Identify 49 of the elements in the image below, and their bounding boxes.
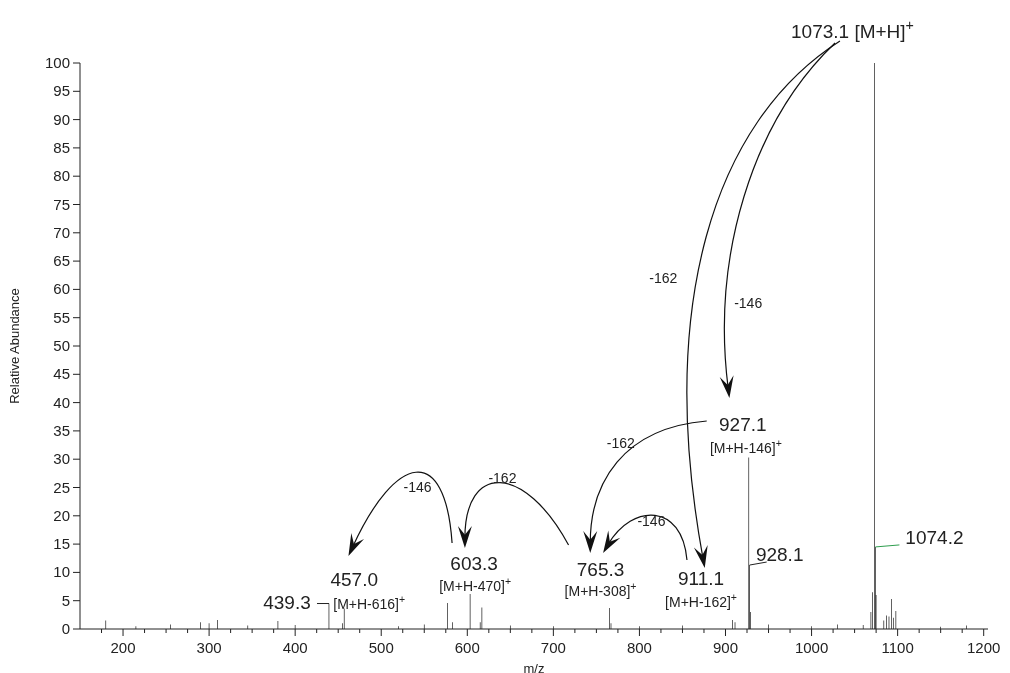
- x-tick-label: 1000: [794, 639, 829, 656]
- x-tick-label: 900: [712, 639, 739, 656]
- x-tick-label: 200: [110, 639, 136, 656]
- y-tick-label: 95: [53, 82, 70, 100]
- x-tick-label: 300: [196, 639, 222, 656]
- annotation: -162: [488, 470, 517, 486]
- x-tick-label: 800: [626, 639, 652, 656]
- y-tick-label: 5: [61, 591, 70, 609]
- y-tick-label: 60: [53, 280, 70, 298]
- y-tick-label: 65: [53, 252, 70, 270]
- annotation: -146: [403, 479, 432, 495]
- x-tick-label: 600: [454, 639, 480, 656]
- annotation: 603.3 [M+H-470]$^{+}$: [439, 552, 512, 594]
- annotation: -146: [637, 513, 666, 529]
- y-tick-label: 15: [53, 535, 70, 553]
- y-tick-label: 75: [53, 195, 70, 213]
- annotation: 457.0 [M+H-616]$^{+}$: [330, 568, 406, 612]
- annotation: -162: [649, 270, 678, 286]
- y-tick-label: 20: [53, 506, 70, 524]
- annotation: 1073.1 [M+H]$^{+}$: [791, 17, 914, 42]
- annotation: -162: [606, 435, 636, 451]
- y-tick-label: 25: [53, 478, 70, 496]
- x-tick-label: 1200: [967, 639, 1001, 656]
- y-tick-label: 40: [53, 393, 70, 411]
- annotation: 1074.2: [905, 526, 964, 548]
- annotation: 439.3: [263, 591, 311, 613]
- annotation: 911.1 [M+H-162]$^{+}$: [665, 568, 737, 611]
- annotation: 928.1: [755, 544, 804, 566]
- y-tick-label: 80: [53, 167, 70, 185]
- x-tick-label: 500: [368, 639, 394, 656]
- y-tick-label: 55: [53, 308, 70, 326]
- x-tick-label: 1100: [881, 639, 914, 656]
- y-tick-label: 45: [53, 365, 70, 383]
- y-tick-label: 30: [53, 450, 70, 468]
- x-tick-label: 400: [282, 639, 308, 656]
- y-tick-label: 35: [53, 421, 70, 439]
- y-tick-label: 10: [53, 563, 70, 581]
- y-axis-title: Relative Abundance: [6, 288, 22, 404]
- annotation: 765.3 [M+H-308]$^{+}$: [564, 559, 637, 600]
- x-tick-label: 700: [540, 639, 566, 656]
- y-tick-label: 70: [53, 223, 70, 241]
- y-tick-label: 100: [44, 54, 70, 71]
- y-tick-label: 50: [53, 337, 70, 354]
- y-tick-label: 85: [53, 138, 70, 156]
- annotation: -146: [734, 295, 763, 311]
- y-tick-label: 0: [61, 620, 70, 637]
- x-axis-title: m/z: [523, 661, 545, 673]
- annotation: 927.1 [M+H-146]$^{+}$: [709, 413, 782, 456]
- y-tick-label: 90: [53, 110, 70, 128]
